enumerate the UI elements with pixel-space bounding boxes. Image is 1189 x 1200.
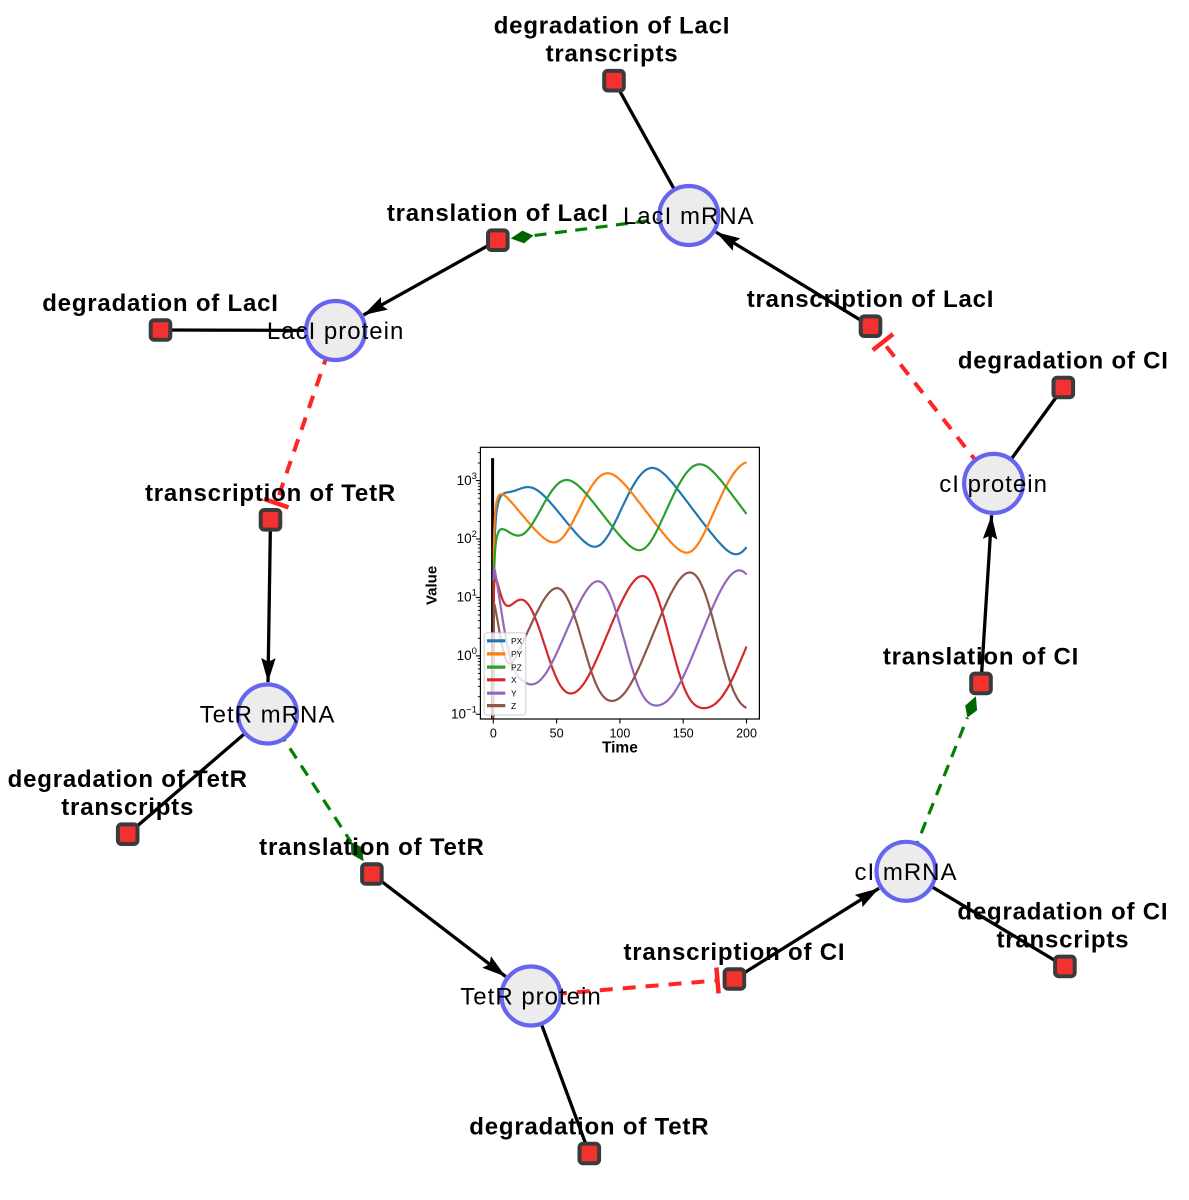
svg-text:transcription of LacI: transcription of LacI <box>747 286 995 313</box>
svg-text:Value: Value <box>423 566 440 605</box>
svg-text:transcripts: transcripts <box>546 41 679 68</box>
svg-text:200: 200 <box>736 727 757 741</box>
svg-text:transcription of TetR: transcription of TetR <box>145 480 396 507</box>
svg-text:TetR protein: TetR protein <box>460 984 601 1011</box>
svg-text:Time: Time <box>602 740 638 757</box>
svg-text:PY: PY <box>511 649 523 659</box>
svg-text:Z: Z <box>511 701 516 711</box>
svg-text:transcripts: transcripts <box>996 926 1129 953</box>
svg-text:degradation of CI: degradation of CI <box>958 348 1169 375</box>
svg-text:150: 150 <box>673 727 694 741</box>
svg-text:degradation of LacI: degradation of LacI <box>42 290 279 317</box>
svg-text:transcription of CI: transcription of CI <box>623 939 845 966</box>
svg-text:transcripts: transcripts <box>61 794 194 821</box>
svg-text:cI mRNA: cI mRNA <box>855 859 958 886</box>
svg-text:TetR mRNA: TetR mRNA <box>200 702 336 729</box>
svg-text:0: 0 <box>490 727 497 741</box>
svg-text:degradation of LacI: degradation of LacI <box>494 13 731 40</box>
svg-text:X: X <box>511 675 517 685</box>
svg-text:PZ: PZ <box>511 662 522 672</box>
svg-text:PX: PX <box>511 636 523 646</box>
svg-text:50: 50 <box>550 727 564 741</box>
svg-text:LacI mRNA: LacI mRNA <box>623 203 755 230</box>
svg-text:degradation of TetR: degradation of TetR <box>8 766 248 793</box>
svg-text:Y: Y <box>511 689 517 699</box>
svg-text:degradation of TetR: degradation of TetR <box>469 1114 709 1141</box>
svg-text:translation of CI: translation of CI <box>883 643 1079 670</box>
svg-text:cI protein: cI protein <box>939 471 1048 498</box>
svg-text:translation of LacI: translation of LacI <box>387 200 609 227</box>
svg-text:100: 100 <box>609 727 630 741</box>
svg-text:LacI protein: LacI protein <box>267 318 404 345</box>
svg-text:translation of TetR: translation of TetR <box>259 834 484 861</box>
svg-text:degradation of CI: degradation of CI <box>957 898 1168 925</box>
